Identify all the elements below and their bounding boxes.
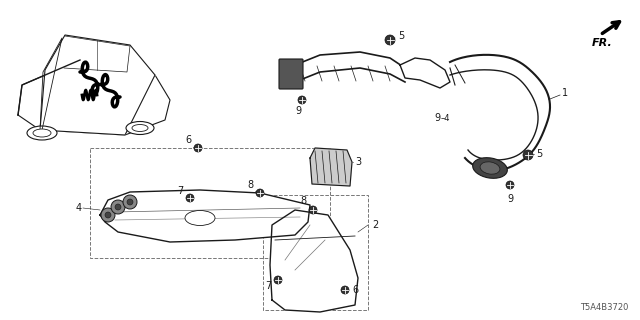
Text: 9: 9 — [295, 106, 301, 116]
Circle shape — [194, 144, 202, 152]
Circle shape — [274, 276, 282, 284]
Polygon shape — [100, 190, 310, 242]
Text: 7: 7 — [265, 281, 271, 291]
Text: 8: 8 — [247, 180, 253, 190]
Ellipse shape — [480, 162, 500, 174]
Text: 6: 6 — [352, 285, 358, 295]
Polygon shape — [270, 210, 358, 312]
Text: 1: 1 — [562, 88, 568, 98]
Polygon shape — [18, 60, 170, 135]
Text: 8: 8 — [300, 196, 306, 206]
Polygon shape — [450, 55, 550, 170]
Text: FR.: FR. — [592, 38, 612, 48]
Circle shape — [105, 212, 111, 218]
Bar — [90, 148, 330, 258]
Ellipse shape — [27, 126, 57, 140]
Text: 4: 4 — [76, 203, 82, 213]
Ellipse shape — [132, 124, 148, 132]
Ellipse shape — [126, 122, 154, 134]
Text: 3: 3 — [355, 157, 361, 167]
Ellipse shape — [33, 129, 51, 137]
Circle shape — [186, 194, 194, 202]
FancyBboxPatch shape — [279, 59, 303, 89]
Polygon shape — [400, 58, 450, 88]
Circle shape — [256, 189, 264, 197]
Circle shape — [523, 150, 533, 160]
Circle shape — [298, 96, 306, 104]
Circle shape — [506, 181, 514, 189]
Circle shape — [309, 206, 317, 214]
Text: 9: 9 — [507, 194, 513, 204]
Ellipse shape — [185, 211, 215, 226]
Text: 7: 7 — [177, 186, 183, 196]
Text: 2: 2 — [372, 220, 378, 230]
Circle shape — [115, 204, 121, 210]
Circle shape — [341, 286, 349, 294]
Ellipse shape — [473, 158, 508, 178]
Circle shape — [111, 200, 125, 214]
Circle shape — [127, 199, 133, 205]
Polygon shape — [40, 35, 155, 135]
Text: –4: –4 — [441, 114, 451, 123]
Polygon shape — [310, 148, 352, 186]
Text: T5A4B3720: T5A4B3720 — [580, 303, 628, 312]
Text: 5: 5 — [398, 31, 404, 41]
Text: 9: 9 — [434, 113, 440, 123]
Bar — [263, 195, 368, 310]
Text: 5: 5 — [536, 149, 542, 159]
Circle shape — [123, 195, 137, 209]
Text: 6: 6 — [185, 135, 191, 145]
Circle shape — [385, 35, 395, 45]
Circle shape — [101, 208, 115, 222]
